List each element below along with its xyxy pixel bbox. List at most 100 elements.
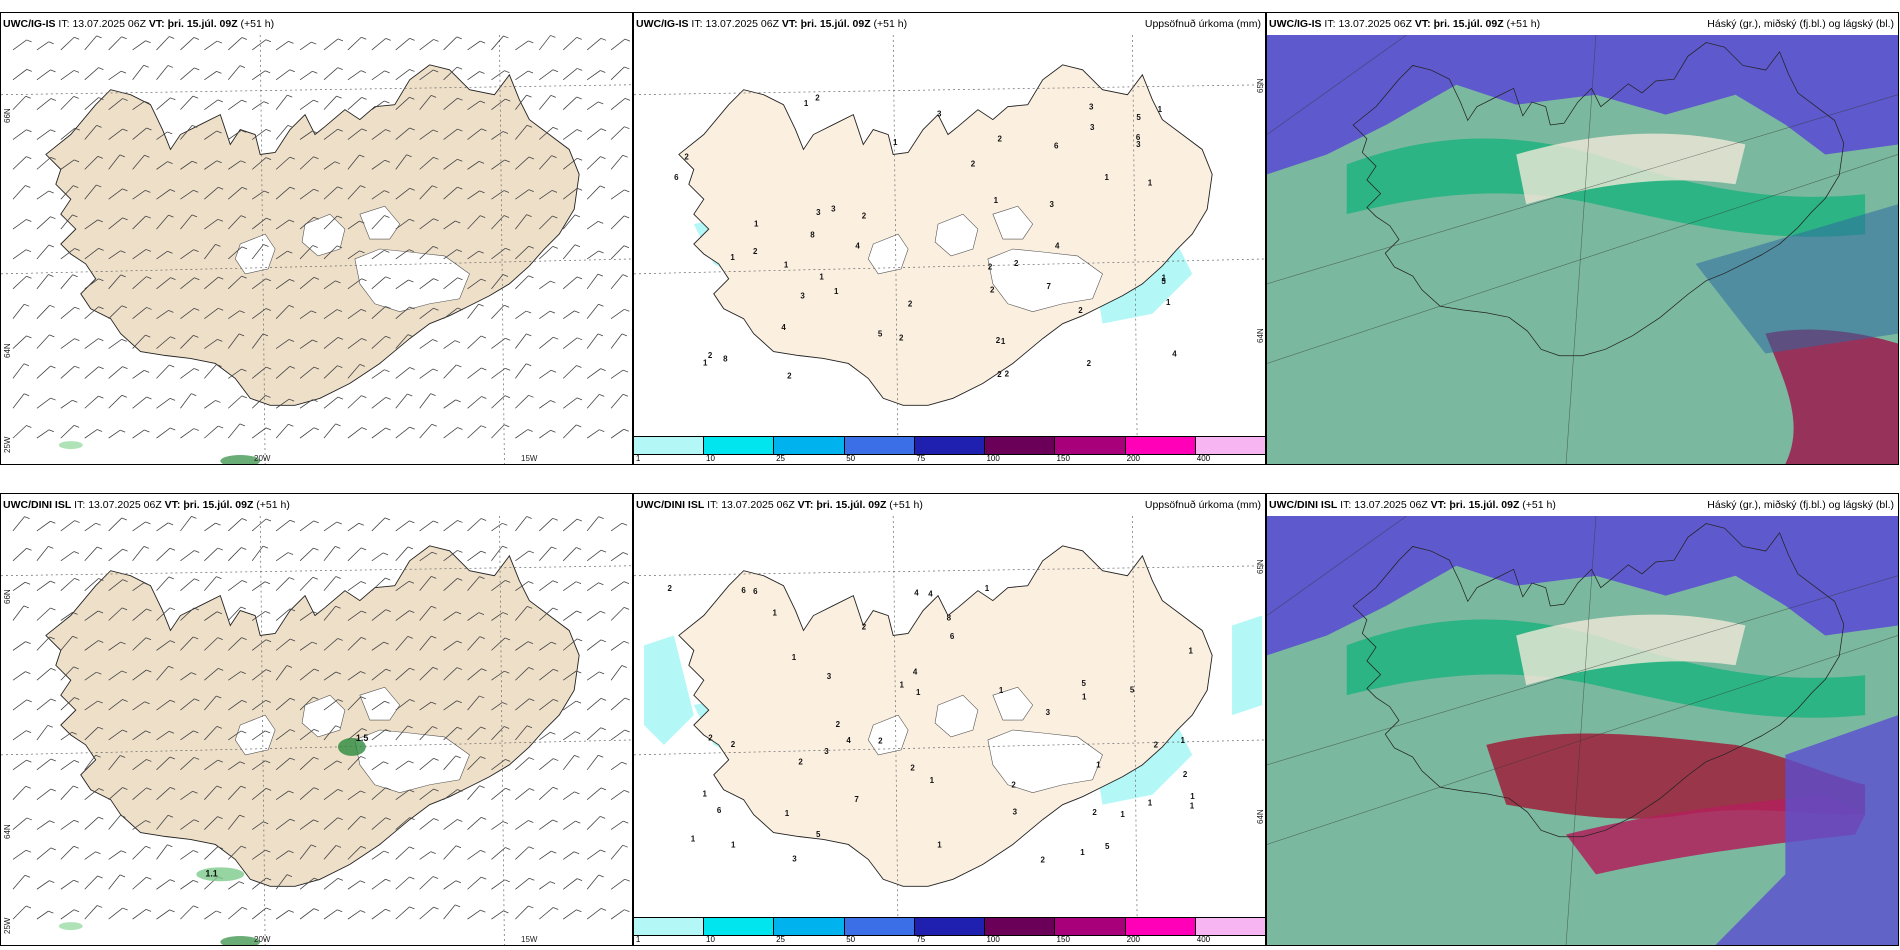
wind-barb <box>515 189 534 200</box>
wind-barb <box>60 612 78 621</box>
wind-barb <box>275 818 296 830</box>
precip-value-label: 3 <box>831 205 836 214</box>
wind-barb <box>275 304 295 319</box>
wind-barb <box>251 366 272 379</box>
wind-barb <box>204 846 223 860</box>
wind-barb <box>108 787 128 800</box>
wind-barb <box>562 36 582 51</box>
wind-barb <box>36 397 56 409</box>
precip-value-label: 4 <box>914 589 919 598</box>
wind-barb <box>323 845 342 860</box>
wind-barb <box>251 907 272 920</box>
precip-value-label: 1 <box>994 196 999 205</box>
precip-value-label: 6 <box>753 587 758 596</box>
projection-line <box>1565 35 1597 464</box>
wind-barb <box>84 875 103 890</box>
wind-barb <box>156 787 176 800</box>
wind-barb <box>586 156 606 170</box>
colorbar-swatch <box>985 918 1056 935</box>
wind-barb <box>275 398 295 409</box>
wind-barb <box>515 725 533 741</box>
wind-barb <box>371 396 391 409</box>
wind-barb <box>371 38 391 51</box>
wind-barb <box>323 725 341 741</box>
wind-barb <box>586 250 604 260</box>
wind-barb <box>395 96 415 110</box>
wind-barb <box>371 761 389 771</box>
wind-barb <box>251 849 271 860</box>
precip-value-label: 1 <box>899 680 904 689</box>
wind-barb <box>323 161 341 170</box>
wind-barb <box>84 395 104 409</box>
wind-barb <box>443 755 461 771</box>
wind-barb <box>180 880 199 890</box>
wind-barb <box>204 400 221 409</box>
wind-barb <box>443 667 463 681</box>
wind-barb <box>108 548 128 562</box>
wind-barb <box>156 814 174 830</box>
wind-barb <box>180 125 198 140</box>
wind-barb <box>419 906 439 920</box>
wind-barb <box>36 69 56 81</box>
wind-barb <box>275 519 296 532</box>
wind-barb <box>371 850 390 860</box>
map-svg <box>1267 516 1898 945</box>
model-name: UWC/IG-IS <box>1269 18 1322 30</box>
wind-barb <box>228 37 248 51</box>
vt-value: þri. 15.júl. 09Z <box>183 499 254 511</box>
wind-barb <box>467 215 486 230</box>
wind-barb <box>323 699 343 711</box>
wind-barb <box>108 128 128 140</box>
wind-barb <box>491 821 509 830</box>
precip-value-label: 2 <box>1041 856 1046 865</box>
wind-barb <box>347 70 367 81</box>
wind-barb <box>156 336 176 349</box>
wind-barb <box>347 696 366 711</box>
wind-barb <box>108 154 125 170</box>
wind-barb <box>539 641 557 651</box>
colorbar-swatch <box>844 437 915 454</box>
wind-barb <box>84 671 102 681</box>
wind-barb <box>443 845 462 860</box>
wind-barb <box>419 701 437 711</box>
wind-barb <box>419 278 439 290</box>
wind-barb <box>515 310 532 320</box>
colorbar-swatch <box>774 437 845 454</box>
wind-barb <box>108 274 126 290</box>
precip-value-label: 3 <box>800 292 805 301</box>
wind-barb <box>60 697 80 711</box>
wind-barb <box>60 731 77 741</box>
wind-barb <box>371 729 391 741</box>
precip-value-label: 1 <box>730 253 735 262</box>
wind-barb <box>132 429 150 439</box>
wind-barb <box>84 35 102 51</box>
wind-barb <box>156 214 174 230</box>
wind-barb <box>395 69 415 81</box>
wind-barb <box>204 218 224 230</box>
precip-value-label: 2 <box>798 757 803 766</box>
wind-barb <box>36 788 56 800</box>
wind-barb <box>60 635 78 651</box>
precip-value-label: 4 <box>928 590 933 599</box>
wind-barb <box>491 367 511 379</box>
precip-value-label: 3 <box>1050 200 1055 209</box>
wind-barb <box>132 64 149 81</box>
wind-barb <box>539 246 558 260</box>
wind-barb <box>227 423 245 439</box>
wind-barb <box>132 546 150 562</box>
vt-value: þri. 15.júl. 09Z <box>1433 18 1504 30</box>
wind-barb <box>610 607 630 621</box>
wind-barb <box>132 307 152 319</box>
wind-barb <box>84 338 104 349</box>
panel-header: UWC/IG-IS IT: 13.07.2025 06Z VT: þri. 15… <box>1267 13 1898 35</box>
wind-barb <box>108 670 127 681</box>
wind-barb <box>323 638 343 651</box>
wind-barb <box>515 214 532 230</box>
wind-barb <box>347 815 366 830</box>
wind-barb <box>132 637 152 651</box>
wind-barb <box>371 190 390 200</box>
wind-barb <box>443 277 463 290</box>
wind-barb <box>132 334 151 349</box>
